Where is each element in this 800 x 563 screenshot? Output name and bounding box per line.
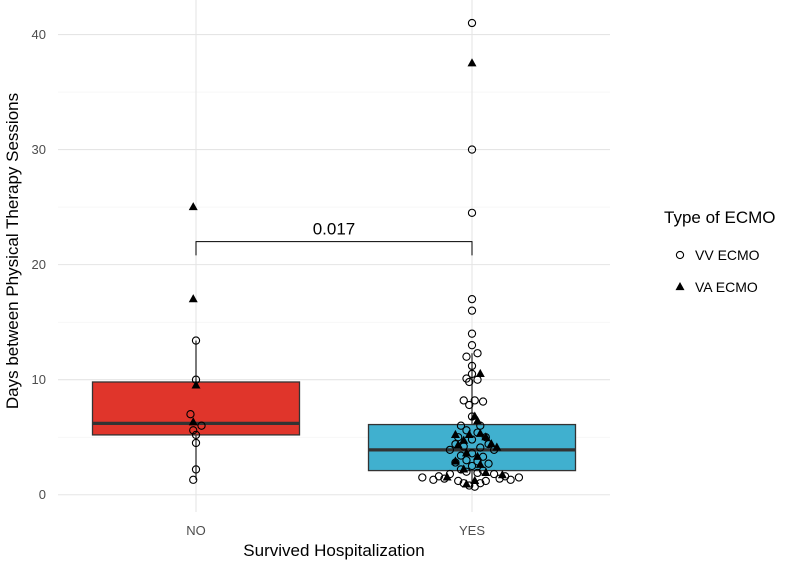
vv-ecmo-point <box>514 473 524 482</box>
va-ecmo-point <box>188 202 198 211</box>
legend: Type of ECMO VV ECMO VA ECMO <box>664 208 775 295</box>
data-points <box>186 18 524 491</box>
vv-ecmo-point <box>467 369 477 379</box>
va-ecmo-point <box>442 472 452 481</box>
va-ecmo-point <box>459 464 469 473</box>
va-ecmo-point <box>453 440 463 449</box>
vv-ecmo-point <box>481 476 490 486</box>
legend-va-ecmo-label: VA ECMO <box>695 279 758 295</box>
vv-ecmo-point <box>197 421 206 430</box>
vv-ecmo-point <box>191 430 201 440</box>
vv-ecmo-point <box>454 476 463 486</box>
vv-ecmo-point <box>470 396 479 405</box>
va-ecmo-point <box>191 380 201 389</box>
legend-title: Type of ECMO <box>664 208 775 227</box>
vv-ecmo-point <box>465 400 474 410</box>
vv-ecmo-point <box>467 341 477 350</box>
vv-ecmo-point <box>186 410 195 419</box>
vv-ecmo-point <box>191 438 201 448</box>
vv-ecmo-point <box>191 465 201 474</box>
vv-ecmo-point <box>467 208 477 218</box>
box-yes <box>367 423 577 472</box>
vv-ecmo-point <box>467 329 477 338</box>
vv-ecmo-point <box>462 426 471 435</box>
va-ecmo-point <box>475 368 485 378</box>
vv-ecmo-point <box>191 336 201 345</box>
y-axis-title: Days between Physical Therapy Sessions <box>3 93 22 409</box>
vv-ecmo-point <box>476 443 485 452</box>
va-ecmo-point <box>461 479 471 488</box>
va-ecmo-point <box>492 442 502 451</box>
va-ecmo-point <box>475 428 485 437</box>
vv-ecmo-point <box>462 456 471 465</box>
boxes <box>91 340 577 488</box>
va-ecmo-point <box>450 429 460 438</box>
va-ecmo-point <box>188 294 198 303</box>
va-ecmo-point <box>459 435 469 444</box>
legend-vv-ecmo-label: VV ECMO <box>695 247 760 263</box>
y-tick-label: 20 <box>32 257 46 272</box>
vv-ecmo-point <box>473 468 482 478</box>
vv-ecmo-point <box>467 145 477 154</box>
significance-bracket <box>195 241 473 256</box>
x-axis-title: Survived Hospitalization <box>243 541 424 560</box>
va-ecmo-point <box>473 451 483 460</box>
y-tick-label: 40 <box>32 27 46 42</box>
significance-label: 0.017 <box>313 220 356 239</box>
vv-ecmo-point <box>473 349 482 358</box>
vv-ecmo-point <box>467 361 477 371</box>
va-ecmo-point <box>497 470 507 479</box>
vv-ecmo-point <box>429 475 438 484</box>
va-ecmo-point <box>470 475 480 485</box>
vv-ecmo-point <box>467 461 477 471</box>
va-ecmo-point <box>450 456 460 465</box>
x-tick-label: NO <box>186 523 206 538</box>
va-ecmo-point <box>486 439 496 448</box>
vv-ecmo-point <box>189 475 198 484</box>
va-ecmo-point <box>475 459 485 468</box>
y-tick-label: 10 <box>32 372 46 387</box>
vv-ecmo-point <box>465 377 474 387</box>
y-tick-label: 0 <box>39 487 46 502</box>
legend-va-ecmo-symbol <box>675 281 685 291</box>
vv-ecmo-point <box>418 473 427 482</box>
legend-vv-ecmo-symbol <box>675 250 685 260</box>
x-tick-label: YES <box>459 523 485 538</box>
vv-ecmo-point <box>506 475 515 484</box>
va-ecmo-point <box>481 432 491 441</box>
va-ecmo-point <box>188 417 198 426</box>
va-ecmo-point <box>481 467 491 476</box>
vv-ecmo-point <box>456 421 466 430</box>
axes: 0 10 20 30 40 NO YES <box>32 27 486 538</box>
significance-annotation: 0.017 <box>195 220 473 256</box>
va-ecmo-point <box>461 448 471 457</box>
va-ecmo-point <box>464 429 474 438</box>
box-no <box>91 381 301 436</box>
vv-ecmo-point <box>478 397 488 406</box>
va-ecmo-point <box>473 416 483 425</box>
vv-ecmo-point <box>495 474 504 483</box>
vv-ecmo-point <box>459 396 468 405</box>
vv-ecmo-point <box>445 445 455 455</box>
va-ecmo-point <box>467 58 477 67</box>
y-tick-label: 30 <box>32 142 46 157</box>
vv-ecmo-point <box>489 469 499 479</box>
vv-ecmo-point <box>462 352 471 361</box>
vv-ecmo-point <box>467 18 477 28</box>
vv-ecmo-point <box>467 294 477 304</box>
vv-ecmo-point <box>467 306 477 315</box>
vv-ecmo-point <box>484 459 493 468</box>
vv-ecmo-point <box>189 426 198 435</box>
